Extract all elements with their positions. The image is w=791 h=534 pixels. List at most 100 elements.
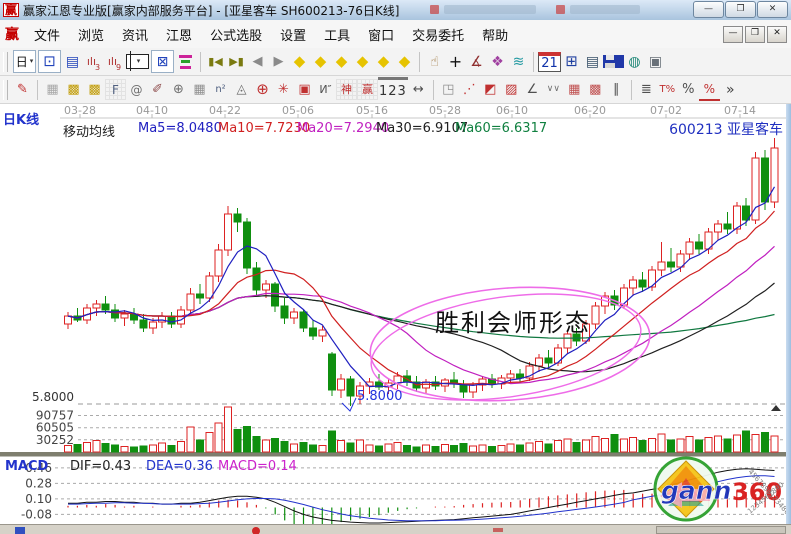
nav-diamond-left-icon[interactable]: ◆	[293, 52, 306, 70]
volume-bar	[393, 441, 402, 453]
candle	[374, 381, 383, 388]
frame-tool-icon[interactable]: ◳	[442, 82, 455, 97]
pen-tool-icon[interactable]: ✎	[17, 82, 28, 97]
volume-bar	[73, 443, 82, 453]
save-icon[interactable]	[603, 55, 624, 68]
menu-gann[interactable]: 江恩	[166, 28, 193, 44]
wave-tool-icon[interactable]: ≋	[512, 53, 525, 70]
child-close-button[interactable]: ✕	[767, 26, 787, 43]
calculator-icon[interactable]: ⊞	[565, 52, 578, 70]
percent-line-icon[interactable]: %	[698, 78, 720, 101]
hand-tool-icon[interactable]: ☝	[430, 53, 439, 70]
t-percent-icon[interactable]: T%	[659, 83, 676, 95]
bars-3-icon[interactable]: ılı 3	[86, 55, 101, 72]
grid-small-icon[interactable]: ▦	[193, 82, 206, 97]
candle	[214, 249, 223, 277]
menu-browse[interactable]: 浏览	[78, 28, 105, 44]
volume-bar	[233, 429, 242, 453]
shen-tool-icon[interactable]: 神	[336, 79, 357, 100]
triangle-tool-icon[interactable]: ◬	[236, 82, 247, 97]
moving-average-header: 移动均线 Ma5=8.0480 Ma10=7.7230 Ma20=7.2940 …	[0, 121, 786, 140]
gann-box-icon[interactable]: ◩	[484, 82, 497, 97]
price-scale-icon[interactable]: ≣	[640, 82, 652, 97]
menu-settings[interactable]: 设置	[280, 28, 307, 44]
bars-9-icon[interactable]: ılı 9	[107, 55, 122, 72]
info-list-icon[interactable]: ▤	[65, 53, 80, 70]
candle-style-icon[interactable]: ▾	[126, 51, 149, 71]
volume-bar	[374, 445, 383, 453]
fibonacci-grid-icon[interactable]: F	[105, 79, 126, 100]
nav-diamond-right-icon[interactable]: ◆	[314, 52, 327, 70]
page-back-icon[interactable]: ◀	[252, 54, 263, 69]
candle	[469, 384, 478, 393]
web-link-icon[interactable]: ◍	[628, 53, 641, 70]
menu-bar: 赢 文件 浏览 资讯 江恩 公式选股 设置 工具 窗口 交易委托 帮助 — ❐ …	[0, 20, 791, 49]
volume-bar	[704, 437, 713, 453]
kline-chart[interactable]: 03-28 04-10 04-22 05-06 05-16 05-28 06-10 06-20…	[0, 104, 791, 528]
close-button[interactable]: ✕	[757, 1, 788, 18]
candle	[186, 293, 195, 311]
toolbar-grip	[3, 51, 8, 72]
ying-tool-icon[interactable]: 赢	[357, 79, 378, 100]
gann-square-icon[interactable]: ▨	[505, 82, 518, 97]
box-target-tool-icon[interactable]: ▣	[298, 82, 311, 97]
volume-bar	[525, 442, 534, 453]
target-tool-icon[interactable]: ⊕	[256, 80, 269, 98]
angle-tool-icon[interactable]: ∡	[470, 53, 483, 70]
notes-icon[interactable]: ▤	[585, 53, 600, 70]
menu-trade[interactable]: 交易委托	[412, 28, 465, 44]
gann-fan-icon[interactable]: ⋰	[462, 82, 476, 97]
child-restore-button[interactable]: ❐	[745, 26, 765, 43]
menu-formula-stock-pick[interactable]: 公式选股	[210, 28, 263, 44]
nav-diamond-zoom-in-icon[interactable]: ◆	[398, 52, 411, 70]
volume-bar	[723, 438, 732, 453]
gann-gold-grid-icon[interactable]: ▩	[67, 82, 80, 97]
measure-width-icon[interactable]: ↔	[412, 82, 424, 97]
menu-window[interactable]: 窗口	[368, 28, 395, 44]
square-n2-icon[interactable]: n²	[215, 83, 226, 95]
nav-diamond-expand-icon[interactable]: ◆	[335, 52, 348, 70]
volume-profile-icon[interactable]	[175, 54, 196, 69]
draw-grid-icon[interactable]: ✐	[152, 82, 163, 97]
crosshair-tool-icon[interactable]: +	[448, 51, 463, 71]
grid-dense-2-icon[interactable]: ▩	[589, 82, 602, 97]
percent-icon[interactable]: %	[682, 82, 695, 97]
parallel-lines-icon[interactable]: ∥	[613, 82, 620, 97]
indicator-window-icon[interactable]: ⊠	[151, 50, 174, 73]
grid-dense-icon[interactable]: ▦	[568, 82, 581, 97]
grid-tool-icon[interactable]: ▦	[46, 82, 59, 97]
first-page-icon[interactable]: ▮◀	[208, 55, 223, 68]
nav-diamond-compress-icon[interactable]: ◆	[356, 52, 369, 70]
menu-news[interactable]: 资讯	[122, 28, 149, 44]
candle	[582, 323, 591, 342]
star-tool-icon[interactable]: ✳	[278, 82, 289, 97]
period-day-icon[interactable]: 日 ▾	[13, 50, 36, 73]
menu-tools[interactable]: 工具	[324, 28, 351, 44]
volume-bar	[261, 439, 270, 453]
scroll-up-arrow[interactable]	[771, 405, 781, 411]
ruler-123-icon[interactable]: 123	[378, 77, 408, 102]
gann-gold-grid-2-icon[interactable]: ▩	[88, 82, 101, 97]
page-forward-icon[interactable]: ▶	[273, 54, 284, 69]
status-fragment-mark	[493, 528, 503, 532]
calendar-icon[interactable]: 21	[538, 51, 561, 72]
zoom-region-icon[interactable]: ⊡	[38, 50, 61, 73]
menu-file[interactable]: 文件	[34, 28, 61, 44]
menu-help[interactable]: 帮助	[482, 28, 509, 44]
more-tools-icon[interactable]: »	[726, 81, 735, 98]
child-minimize-button[interactable]: —	[723, 26, 743, 43]
volume-bar	[346, 442, 355, 453]
nav-diamond-zoom-out-icon[interactable]: ◆	[377, 52, 390, 70]
trend-angle-icon[interactable]: ∠	[526, 82, 539, 97]
candle	[591, 305, 600, 325]
maximize-button[interactable]: ❐	[725, 1, 756, 18]
date-tick-label: 04-10	[136, 104, 168, 117]
remote-pc-icon[interactable]: ▣	[648, 53, 663, 70]
spiral-tool-icon[interactable]: @	[130, 82, 143, 97]
minimize-button[interactable]: —	[693, 1, 724, 18]
last-page-icon[interactable]: ▶▮	[229, 55, 244, 68]
gann-tool-icon[interactable]: ❖	[491, 53, 504, 70]
cycle-circle-icon[interactable]: ⊕	[173, 82, 184, 97]
wave-count-tool-icon[interactable]: И″	[319, 83, 332, 96]
zigzag-tool-icon[interactable]: ∨∨	[546, 84, 560, 94]
